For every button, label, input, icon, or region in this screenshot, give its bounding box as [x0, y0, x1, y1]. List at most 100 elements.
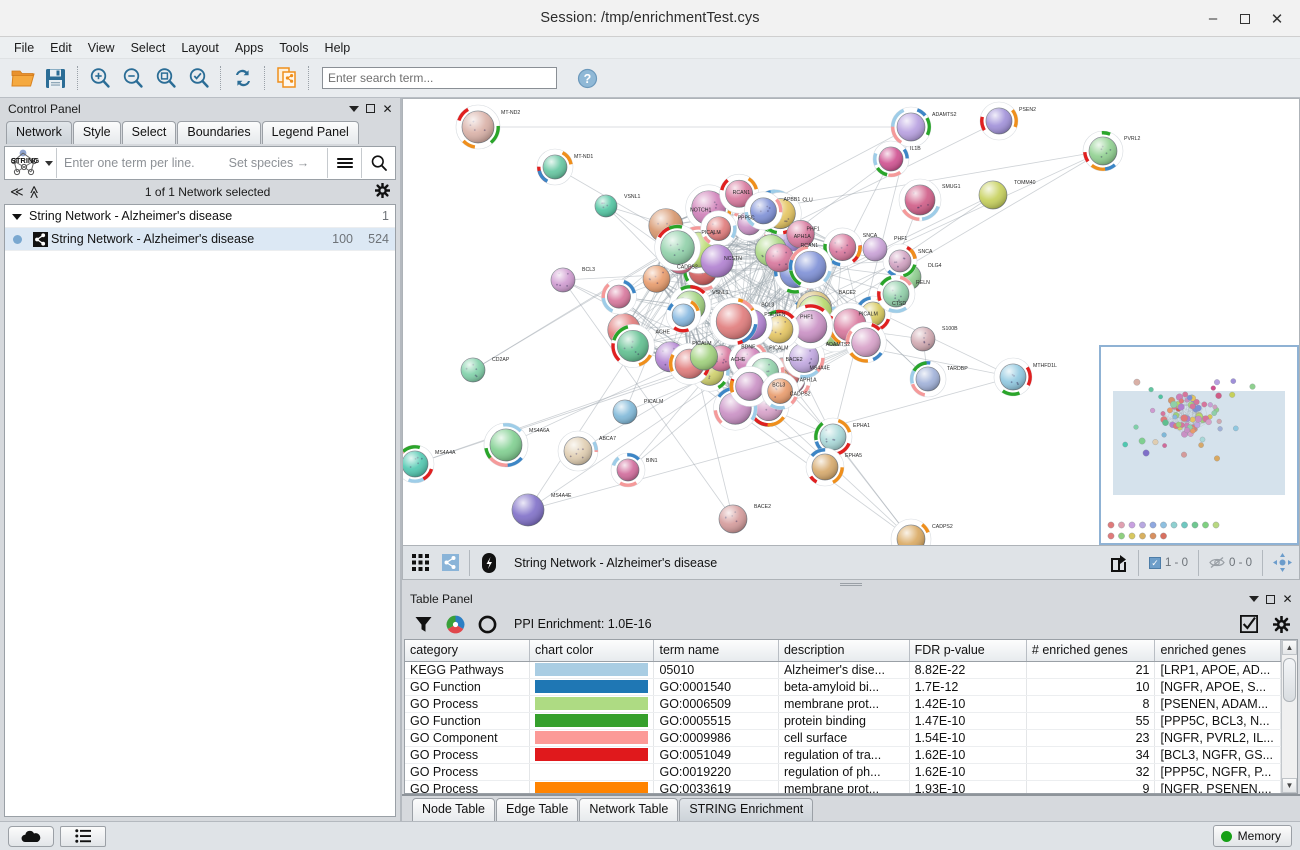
network-node[interactable] [455, 104, 501, 150]
tab-string-enrichment[interactable]: STRING Enrichment [679, 798, 814, 823]
network-node[interactable] [654, 224, 701, 271]
network-graph[interactable]: MT-ND2 MT-ND1 VSNL1 ADAMTS2 SMUG1 TOMM40 PVRL2… [403, 99, 1291, 545]
tab-edge-table[interactable]: Edge Table [496, 798, 579, 823]
network-node[interactable] [1082, 130, 1124, 172]
network-node[interactable] [862, 236, 888, 262]
table-row[interactable]: KEGG Pathways 05010 Alzheimer's dise... 8.8… [405, 661, 1281, 679]
enrichment-table-body[interactable]: KEGG Pathways 05010 Alzheimer's dise... 8.8… [405, 661, 1281, 793]
network-node[interactable] [822, 227, 863, 267]
network-node[interactable] [700, 210, 737, 247]
network-node[interactable] [718, 504, 748, 534]
network-tree-item[interactable]: String Network - Alzheimer's disease 100… [5, 228, 395, 251]
enrichment-table[interactable]: category chart color term name descripti… [405, 640, 1281, 793]
network-node[interactable] [805, 447, 845, 487]
network-tree-list[interactable]: String Network - Alzheimer's disease 1 [4, 204, 396, 817]
tab-network-table[interactable]: Network Table [579, 798, 679, 823]
memory-button[interactable]: Memory [1212, 825, 1292, 847]
network-node[interactable] [872, 140, 910, 178]
navigate-icon[interactable] [1267, 549, 1297, 577]
network-node[interactable] [642, 265, 671, 293]
refresh-icon[interactable] [226, 62, 259, 95]
collapse-all-icon[interactable]: ≪ [10, 184, 24, 199]
menu-apps[interactable]: Apps [234, 40, 264, 55]
settings-gear-icon[interactable] [374, 182, 391, 201]
chevron-down-icon[interactable] [345, 100, 362, 117]
column-header-description[interactable]: description [778, 640, 910, 662]
save-session-icon[interactable] [39, 62, 72, 95]
network-node[interactable] [668, 342, 711, 385]
network-node[interactable] [594, 194, 618, 218]
network-node[interactable] [890, 106, 932, 148]
network-tree-root[interactable]: String Network - Alzheimer's disease 1 [5, 205, 395, 228]
annotation-icon[interactable] [474, 549, 504, 577]
export-network-icon[interactable] [270, 62, 303, 95]
network-node[interactable] [403, 444, 435, 484]
network-node[interactable] [993, 357, 1033, 397]
selected-nodes-indicator[interactable]: ✓ 1 - 0 [1143, 556, 1194, 569]
table-row[interactable]: GO Function GO:0001540 beta-amyloid bi... 1… [405, 678, 1281, 696]
tab-network[interactable]: Network [6, 121, 72, 144]
table-row[interactable]: GO Function GO:0005515 protein binding 1.47… [405, 712, 1281, 730]
color-wheel-icon[interactable] [442, 611, 468, 637]
column-header-enriched-count[interactable]: # enriched genes [1026, 640, 1156, 662]
menu-file[interactable]: File [14, 40, 35, 55]
filter-icon[interactable] [410, 611, 436, 637]
task-list-icon[interactable] [60, 825, 106, 847]
network-node[interactable] [610, 452, 646, 488]
scroll-up-icon[interactable]: ▲ [1282, 640, 1297, 655]
network-node[interactable] [610, 324, 655, 368]
grid-layout-icon[interactable] [405, 549, 435, 577]
network-node[interactable] [845, 321, 887, 363]
column-header-fdr-p-value[interactable]: FDR p-value [909, 640, 1027, 662]
settings-gear-icon[interactable] [1268, 611, 1294, 637]
table-row[interactable]: GO Process GO:0006509 membrane prot... 1.42… [405, 695, 1281, 713]
float-panel-icon[interactable] [1262, 591, 1279, 608]
close-button[interactable]: ✕ [1270, 10, 1284, 28]
chevron-down-icon[interactable] [1245, 591, 1262, 608]
network-node[interactable] [550, 267, 576, 293]
network-node[interactable] [890, 518, 932, 545]
network-node[interactable] [882, 243, 918, 279]
tab-legend-panel[interactable]: Legend Panel [261, 121, 359, 144]
expand-all-icon[interactable]: ≪ [26, 185, 42, 199]
network-share-icon[interactable] [435, 549, 465, 577]
network-node[interactable] [460, 357, 486, 383]
network-node[interactable] [557, 430, 599, 472]
network-node[interactable] [709, 297, 758, 346]
column-header-chart-color[interactable]: chart color [529, 640, 655, 662]
menu-tools[interactable]: Tools [279, 40, 309, 55]
tab-boundaries[interactable]: Boundaries [177, 121, 261, 144]
network-node[interactable] [876, 274, 916, 314]
string-term-input[interactable]: Enter one term per line. Set species → [57, 156, 327, 170]
tab-style[interactable]: Style [72, 121, 121, 144]
network-node[interactable] [909, 360, 947, 398]
export-image-icon[interactable] [1104, 549, 1134, 577]
help-icon[interactable]: ? [571, 62, 604, 95]
scroll-thumb[interactable] [1283, 658, 1296, 702]
menu-layout[interactable]: Layout [181, 40, 219, 55]
close-panel-icon[interactable]: ✕ [1282, 592, 1293, 606]
menu-view[interactable]: View [87, 40, 115, 55]
close-panel-icon[interactable]: ✕ [382, 101, 393, 116]
hidden-nodes-indicator[interactable]: 0 - 0 [1203, 556, 1258, 569]
table-row[interactable]: GO Process GO:0033619 membrane prot... 1.93… [405, 780, 1281, 793]
minimize-button[interactable]: – [1208, 9, 1218, 27]
table-row[interactable]: GO Process GO:0019220 regulation of ph... 1… [405, 763, 1281, 781]
maximize-button[interactable] [1230, 5, 1260, 33]
zoom-fit-icon[interactable] [149, 62, 182, 95]
panel-splitter[interactable] [402, 580, 1300, 589]
hamburger-icon[interactable] [328, 147, 361, 179]
network-node[interactable] [665, 297, 701, 333]
network-overview-minimap[interactable] [1099, 345, 1299, 545]
expand-collapse-icon[interactable] [5, 209, 29, 223]
column-header-enriched-genes[interactable]: enriched genes [1154, 640, 1281, 662]
select-all-checkbox-icon[interactable] [1236, 611, 1262, 637]
cloud-status-icon[interactable] [8, 825, 54, 847]
network-node[interactable] [511, 493, 545, 527]
column-header-term-name[interactable]: term name [653, 640, 779, 662]
network-node[interactable] [910, 326, 936, 352]
network-node[interactable] [761, 372, 799, 410]
scroll-down-icon[interactable]: ▼ [1282, 778, 1297, 793]
network-node[interactable] [612, 399, 638, 425]
tab-select[interactable]: Select [121, 121, 177, 144]
